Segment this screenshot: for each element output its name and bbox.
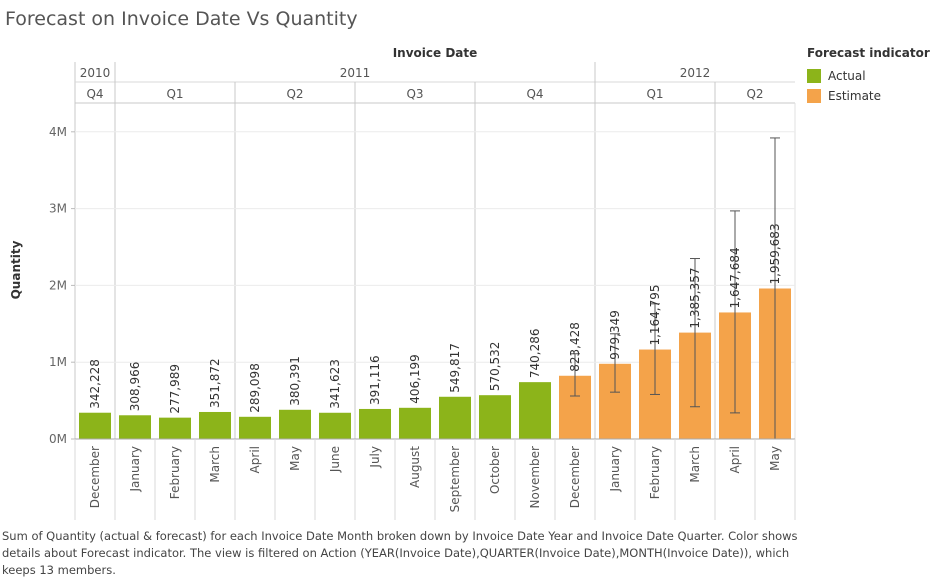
bar-9: [399, 407, 431, 439]
bar-1: [79, 412, 111, 439]
quarter-label-Q2: Q2: [286, 87, 303, 101]
x-tick-label-15: February: [648, 446, 662, 499]
bar-4: [199, 411, 231, 439]
x-tick-label-11: October: [488, 446, 502, 494]
legend-item-actual[interactable]: Actual: [807, 66, 930, 86]
legend-label-actual: Actual: [828, 69, 866, 83]
quarter-label-Q2: Q2: [746, 87, 763, 101]
x-tick-label-17: April: [728, 446, 742, 473]
y-tick-label: 4M: [49, 125, 67, 139]
bar-11: [479, 395, 511, 439]
legend[interactable]: Forecast indicator Actual Estimate: [807, 46, 930, 106]
quarter-label-Q1: Q1: [166, 87, 183, 101]
data-label-3: 277,989: [168, 364, 182, 414]
bar-10: [439, 396, 471, 439]
data-label-17: 1,647,684: [728, 247, 742, 308]
bar-2: [119, 415, 151, 439]
data-label-16: 1,385,357: [688, 268, 702, 329]
bar-5: [239, 416, 271, 439]
y-tick-label: 1M: [49, 355, 67, 369]
bar-8: [359, 408, 391, 439]
bar-12: [519, 382, 551, 439]
data-label-4: 351,872: [208, 358, 222, 408]
y-tick-label: 3M: [49, 202, 67, 216]
x-tick-label-18: May: [768, 446, 782, 471]
data-label-11: 570,532: [488, 342, 502, 392]
data-label-1: 342,228: [88, 359, 102, 409]
data-label-10: 549,817: [448, 343, 462, 393]
bar-3: [159, 417, 191, 439]
x-tick-label-13: December: [568, 446, 582, 508]
legend-label-estimate: Estimate: [828, 89, 882, 103]
data-label-18: 1,959,683: [768, 223, 782, 284]
legend-swatch-actual: [807, 69, 821, 83]
quarter-label-Q4: Q4: [526, 87, 543, 101]
x-tick-label-1: December: [88, 446, 102, 508]
year-label-2010: 2010: [80, 66, 111, 80]
x-axis-title: Invoice Date: [393, 46, 478, 60]
y-tick-label: 0M: [49, 432, 67, 446]
x-tick-label-7: June: [328, 446, 342, 473]
data-label-9: 406,199: [408, 354, 422, 404]
quarter-label-Q4: Q4: [86, 87, 103, 101]
data-label-7: 341,623: [328, 359, 342, 409]
x-tick-label-8: July: [368, 446, 382, 469]
legend-title: Forecast indicator: [807, 46, 930, 60]
y-axis-title: Quantity: [9, 240, 23, 299]
x-tick-label-14: January: [608, 446, 622, 493]
bar-7: [319, 412, 351, 439]
quarter-label-Q3: Q3: [406, 87, 423, 101]
x-tick-label-16: March: [688, 446, 702, 483]
data-label-8: 391,116: [368, 355, 382, 405]
data-label-2: 308,966: [128, 362, 142, 412]
chart-caption: Sum of Quantity (actual & forecast) for …: [2, 529, 798, 577]
data-label-13: 823,428: [568, 322, 582, 372]
y-tick-label: 2M: [49, 278, 67, 292]
x-tick-label-3: February: [168, 446, 182, 499]
x-tick-label-5: April: [248, 446, 262, 473]
x-tick-label-12: November: [528, 446, 542, 508]
x-tick-label-2: January: [128, 446, 142, 493]
year-label-2011: 2011: [340, 66, 371, 80]
data-label-6: 380,391: [288, 356, 302, 406]
data-label-12: 740,286: [528, 329, 542, 379]
x-tick-label-6: May: [288, 446, 302, 471]
data-label-15: 1,164,795: [648, 284, 662, 345]
legend-swatch-estimate: [807, 89, 821, 103]
quarter-label-Q1: Q1: [646, 87, 663, 101]
x-tick-label-4: March: [208, 446, 222, 483]
legend-item-estimate[interactable]: Estimate: [807, 86, 930, 106]
bar-6: [279, 409, 311, 439]
chart-title: Forecast on Invoice Date Vs Quantity: [5, 8, 358, 30]
data-label-14: 979,349: [608, 310, 622, 360]
year-label-2012: 2012: [680, 66, 711, 80]
x-tick-label-9: August: [408, 446, 422, 488]
data-label-5: 289,098: [248, 363, 262, 413]
x-tick-label-10: September: [448, 446, 462, 512]
